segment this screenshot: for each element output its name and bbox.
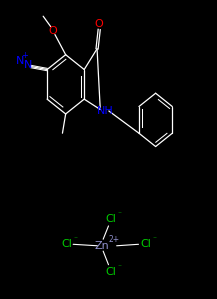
Text: Cl: Cl [106, 266, 117, 277]
Text: ⁻: ⁻ [118, 210, 122, 219]
Text: ⁻: ⁻ [73, 234, 77, 243]
Text: N: N [24, 60, 32, 70]
Text: Zn: Zn [95, 241, 109, 251]
Text: Cl: Cl [141, 239, 151, 249]
Text: Cl: Cl [61, 239, 72, 249]
Text: O: O [95, 19, 104, 29]
Text: O: O [48, 26, 57, 36]
Text: +: + [21, 51, 28, 60]
Text: ⁻: ⁻ [118, 262, 122, 271]
Text: Cl: Cl [106, 214, 117, 224]
Text: NH: NH [97, 106, 114, 116]
Text: 2+: 2+ [108, 235, 119, 244]
Text: ⁻: ⁻ [153, 234, 156, 243]
Text: N: N [16, 56, 25, 66]
